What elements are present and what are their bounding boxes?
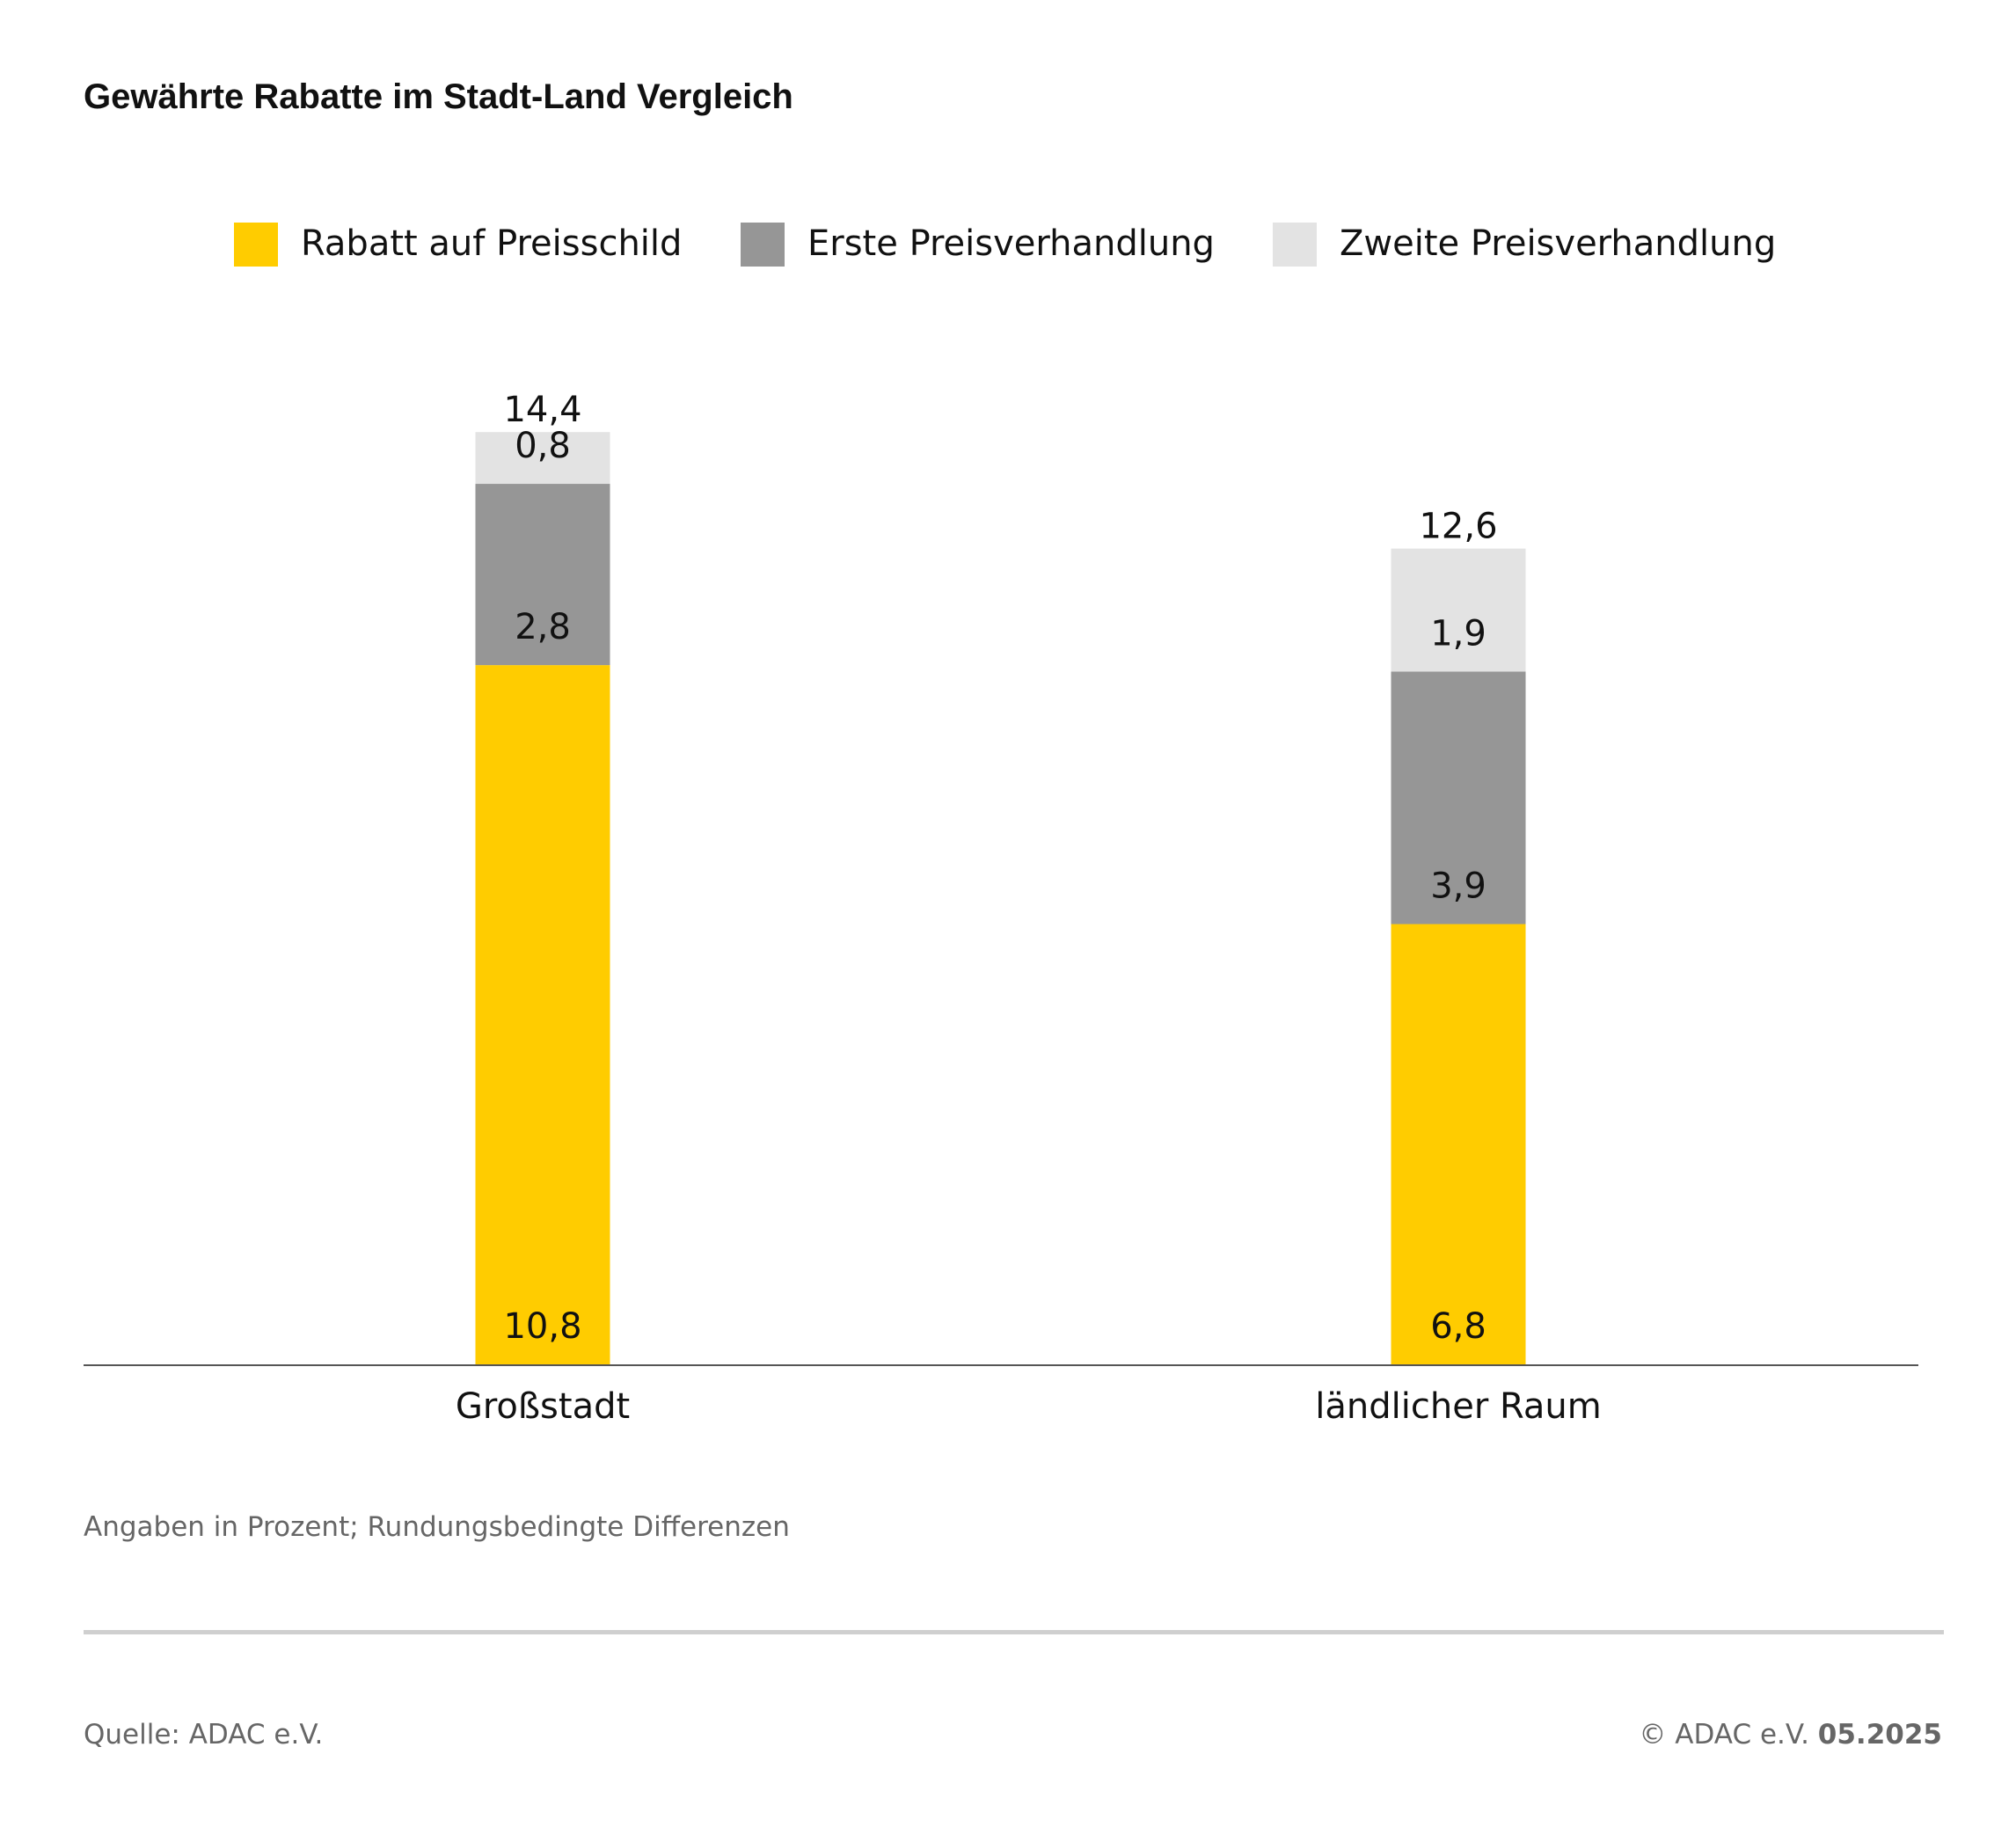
bar-segment <box>475 665 610 1364</box>
total-label: 12,6 <box>1419 507 1497 547</box>
copyright: © ADAC e.V. 05.2025 <box>1639 1719 1942 1751</box>
bar-segment <box>1391 924 1526 1364</box>
data-label: 1,9 <box>1430 613 1486 654</box>
chart-note: Angaben in Prozent; Rundungsbedingte Dif… <box>84 1511 790 1543</box>
legend-label-zweite: Zweite Preisverhandlung <box>1340 223 1777 264</box>
divider <box>84 1630 1944 1634</box>
copyright-text: © ADAC e.V. <box>1639 1719 1809 1751</box>
bar-segment <box>1391 548 1526 672</box>
legend: Rabatt auf Preisschild Erste Preisverhan… <box>0 220 2016 269</box>
data-label: 0,8 <box>515 426 571 466</box>
bar-segment <box>475 484 610 666</box>
source-text: Quelle: ADAC e.V. <box>84 1719 324 1751</box>
date-text: 05.2025 <box>1817 1719 1942 1751</box>
bar-segment <box>475 432 610 485</box>
data-label: 3,9 <box>1430 866 1486 907</box>
category-label: ländlicher Raum <box>1315 1386 1601 1427</box>
data-label: 10,8 <box>503 1306 581 1347</box>
bar-segment <box>1391 671 1526 925</box>
data-label: 2,8 <box>515 607 571 647</box>
legend-swatch-zweite <box>1273 223 1317 267</box>
legend-swatch-rabatt <box>234 223 278 267</box>
legend-swatch-erste <box>741 223 785 267</box>
legend-label-rabatt: Rabatt auf Preisschild <box>301 223 683 264</box>
total-label: 14,4 <box>503 390 581 430</box>
chart-title: Gewährte Rabatte im Stadt-Land Vergleich <box>84 77 793 116</box>
legend-label-erste: Erste Preisverhandlung <box>807 223 1215 264</box>
chart-plot: 10,8 2,8 0,814,4 Großstadt 6,8 3,9 1,9 12,6 länd… <box>84 390 1918 1427</box>
data-label: 6,8 <box>1430 1306 1486 1347</box>
category-label: Großstadt <box>456 1386 630 1427</box>
